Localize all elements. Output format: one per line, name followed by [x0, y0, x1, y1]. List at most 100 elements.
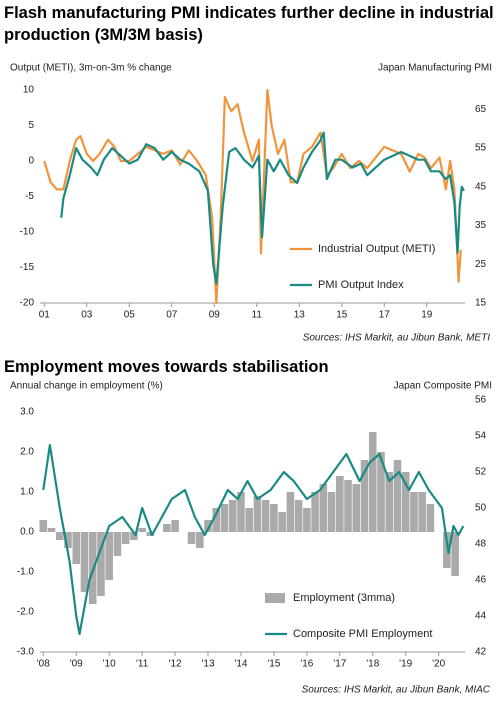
x-tick-label: 05 [124, 310, 136, 321]
x-tick-label: 01 [39, 310, 51, 321]
bar [360, 460, 369, 532]
bar [47, 528, 56, 532]
y-tick-label: 0 [28, 156, 34, 167]
y2-tick-label: 56 [475, 395, 487, 406]
bar [294, 500, 303, 532]
x-tick-label: 13 [294, 310, 306, 321]
source: Sources: IHS Markit, au Jibun Bank, MIAC [302, 685, 491, 696]
chart-title: Employment moves towards stabilisation [4, 358, 329, 376]
bar [187, 532, 196, 544]
bar [393, 460, 402, 532]
y2-tick-label: 48 [475, 539, 487, 550]
x-tick-label: '08 [37, 659, 50, 670]
bar [64, 532, 72, 548]
y-tick-label: 5 [28, 120, 34, 131]
bar [319, 484, 328, 532]
line [60, 131, 465, 285]
bar [377, 452, 385, 532]
x-tick-label: '10 [103, 659, 116, 670]
x-tick-label: '11 [136, 659, 149, 670]
bar [253, 496, 262, 532]
bar [72, 532, 81, 564]
y2-tick-label: 35 [475, 220, 487, 231]
y2-tick-label: 45 [475, 181, 487, 192]
y-tick-label: -5 [25, 191, 34, 202]
y-tick-label: 1.0 [20, 487, 34, 498]
y-tick-label: 0.0 [20, 527, 34, 538]
y2-axis-label: Japan Composite PMI [394, 381, 492, 392]
y2-tick-label: 65 [475, 104, 487, 115]
bar [113, 532, 122, 556]
legend-label: Industrial Output (METI) [318, 243, 435, 255]
legend-label: Employment (3mma) [293, 592, 395, 604]
x-tick-label: 19 [421, 310, 433, 321]
y2-tick-label: 52 [475, 467, 487, 478]
y-tick-label: 2.0 [20, 447, 34, 458]
x-tick-label: '14 [234, 659, 247, 670]
y-axis-label: Output (METI), 3m-on-3m % change [10, 63, 172, 74]
bar [55, 532, 64, 540]
x-tick-label: '09 [70, 659, 83, 670]
x-tick-label: '18 [366, 659, 379, 670]
y2-tick-label: 42 [475, 647, 487, 658]
x-tick-label: '16 [300, 659, 313, 670]
bar [368, 432, 377, 532]
x-tick-label: 17 [379, 310, 391, 321]
source: Sources: IHS Markit, au Jibun Bank, METI [303, 333, 491, 344]
bar [303, 508, 311, 532]
y-tick-label: -2.0 [17, 607, 35, 618]
x-tick-label: 09 [209, 310, 221, 321]
y-tick-label: -10 [20, 227, 35, 238]
y2-tick-label: 55 [475, 143, 487, 154]
bar [401, 472, 410, 532]
bar [270, 504, 278, 532]
bar [336, 476, 344, 532]
x-tick-label: 03 [81, 310, 93, 321]
bar [80, 532, 89, 592]
y2-tick-label: 46 [475, 575, 487, 586]
bar [352, 484, 361, 532]
y-tick-label: -1.0 [17, 567, 35, 578]
x-tick-label: 11 [252, 310, 263, 321]
bar [146, 532, 155, 536]
bar [105, 532, 113, 580]
bar [426, 504, 435, 532]
x-tick-label: '17 [333, 659, 346, 670]
x-tick-label: '12 [169, 659, 182, 670]
x-tick-label: '19 [399, 659, 412, 670]
x-tick-label: '20 [432, 659, 445, 670]
bar [385, 472, 394, 532]
bar [163, 524, 171, 532]
bar [344, 480, 352, 532]
bar [237, 492, 245, 532]
bar [130, 532, 138, 540]
y2-tick-label: 50 [475, 503, 487, 514]
chart-title: Flash manufacturing PMI indicates furthe… [4, 4, 494, 44]
bar [228, 500, 237, 532]
line [43, 88, 462, 305]
legend-swatch [265, 593, 285, 603]
y2-tick-label: 54 [475, 431, 487, 442]
bar [286, 492, 295, 532]
x-tick-label: 07 [166, 310, 178, 321]
y-tick-label: -15 [20, 262, 35, 273]
bar [451, 532, 459, 576]
y-tick-label: -20 [20, 298, 35, 309]
x-tick-label: '15 [267, 659, 280, 670]
bar [327, 492, 336, 532]
legend-label: PMI Output Index [318, 279, 404, 291]
y-tick-label: 10 [23, 85, 35, 96]
y-tick-label: -3.0 [17, 647, 35, 658]
bar [121, 532, 130, 544]
bar [443, 532, 451, 568]
bar [220, 504, 229, 532]
bar [278, 512, 286, 532]
bar [204, 520, 212, 532]
bar [261, 500, 270, 532]
bar [138, 528, 146, 532]
bar [245, 508, 253, 532]
line [42, 443, 465, 636]
bar [171, 520, 179, 532]
